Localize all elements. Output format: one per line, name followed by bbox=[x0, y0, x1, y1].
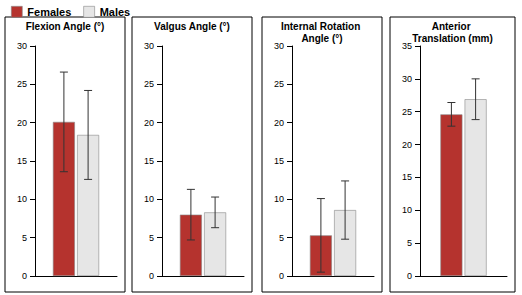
svg-text:15: 15 bbox=[17, 156, 27, 166]
svg-text:Flexion Angle (°): Flexion Angle (°) bbox=[26, 21, 105, 32]
svg-text:25: 25 bbox=[402, 107, 412, 117]
svg-text:30: 30 bbox=[274, 41, 284, 51]
svg-text:20: 20 bbox=[274, 118, 284, 128]
svg-text:5: 5 bbox=[407, 238, 412, 248]
svg-text:30: 30 bbox=[144, 41, 154, 51]
svg-text:20: 20 bbox=[17, 118, 27, 128]
svg-text:0: 0 bbox=[407, 271, 412, 281]
svg-text:10: 10 bbox=[274, 194, 284, 204]
svg-text:0: 0 bbox=[22, 271, 27, 281]
svg-text:5: 5 bbox=[22, 233, 27, 243]
svg-text:0: 0 bbox=[149, 271, 154, 281]
svg-text:5: 5 bbox=[149, 233, 154, 243]
svg-text:Valgus Angle (°): Valgus Angle (°) bbox=[154, 21, 230, 32]
svg-text:Females: Females bbox=[27, 6, 71, 18]
svg-text:0: 0 bbox=[279, 271, 284, 281]
svg-text:Males: Males bbox=[100, 6, 131, 18]
svg-text:5: 5 bbox=[279, 233, 284, 243]
svg-text:Internal Rotation: Internal Rotation bbox=[281, 21, 363, 32]
svg-text:15: 15 bbox=[402, 172, 412, 182]
svg-text:Anterior: Anterior bbox=[432, 21, 474, 32]
svg-text:10: 10 bbox=[144, 194, 154, 204]
svg-text:Angle (°): Angle (°) bbox=[301, 33, 342, 44]
svg-text:Translation (mm): Translation (mm) bbox=[412, 33, 493, 44]
svg-text:35: 35 bbox=[402, 41, 412, 51]
svg-text:10: 10 bbox=[17, 194, 27, 204]
svg-text:25: 25 bbox=[144, 79, 154, 89]
svg-text:10: 10 bbox=[402, 205, 412, 215]
svg-text:25: 25 bbox=[17, 79, 27, 89]
svg-text:20: 20 bbox=[402, 140, 412, 150]
svg-text:30: 30 bbox=[17, 41, 27, 51]
svg-text:25: 25 bbox=[274, 79, 284, 89]
svg-text:15: 15 bbox=[274, 156, 284, 166]
svg-text:30: 30 bbox=[402, 74, 412, 84]
svg-text:15: 15 bbox=[144, 156, 154, 166]
svg-text:20: 20 bbox=[144, 118, 154, 128]
